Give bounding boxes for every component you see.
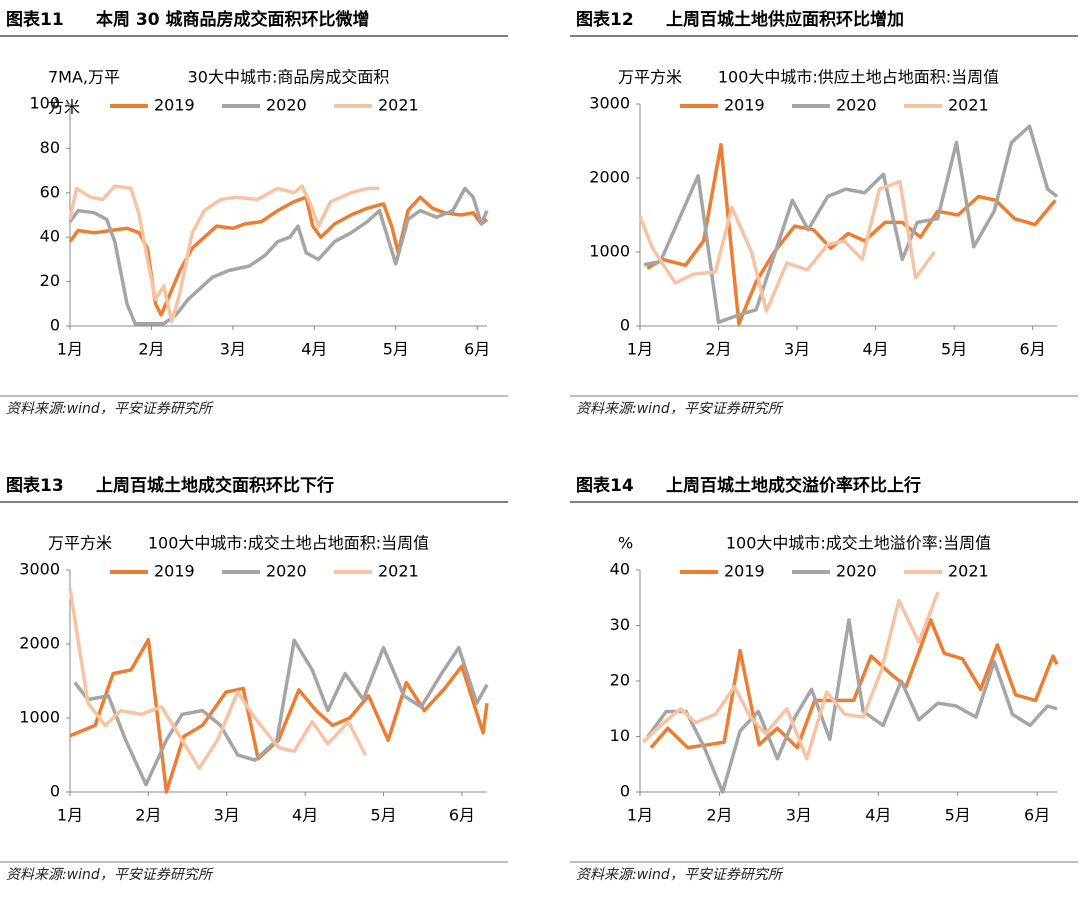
y-tick-label: 1000 [19, 708, 60, 727]
series-line [646, 618, 1058, 794]
source: 资料来源:wind，平安证券研究所 [576, 401, 784, 417]
figure-label: 图表14 [576, 475, 634, 496]
y-axis-label: 方米 [48, 98, 80, 117]
legend-label: 2021 [378, 562, 419, 581]
x-tick-label: 6月 [464, 340, 490, 359]
y-tick-label: 10 [610, 726, 630, 745]
legend-label: 2019 [724, 96, 765, 115]
legend-label: 2021 [948, 562, 989, 581]
series-line [68, 195, 489, 317]
figure-title: 本周 30 城商品房成交面积环比微增 [96, 9, 370, 30]
y-tick-label: 60 [40, 182, 60, 201]
x-tick-label: 6月 [1024, 806, 1050, 825]
y-tick-label: 80 [40, 138, 60, 157]
panel: 图表14 上周百城土地成交溢价率环比上行资料来源:wind，平安证券研究所 100大… [570, 466, 1080, 893]
series-line [649, 618, 1059, 750]
y-tick-label: 0 [620, 782, 630, 801]
y-tick-label: 2000 [19, 634, 60, 653]
y-tick-label: 40 [40, 227, 60, 246]
y-tick-label: 0 [620, 316, 630, 335]
legend-label: 2020 [836, 96, 877, 115]
x-tick-label: 2月 [135, 806, 161, 825]
y-tick-label: 1000 [589, 242, 630, 261]
chart-title: 30大中城市:商品房成交面积 [188, 68, 390, 87]
y-tick-label: 30 [610, 615, 630, 634]
series-line [73, 638, 489, 787]
legend-label: 2020 [836, 562, 877, 581]
y-axis-label: % [618, 534, 633, 553]
chart-title: 100大中城市:供应土地占地面积:当周值 [718, 68, 999, 87]
y-tick-label: 40 [610, 560, 630, 579]
x-tick-label: 2月 [138, 340, 164, 359]
figure-title: 上周百城土地成交面积环比下行 [96, 475, 334, 496]
x-tick-label: 1月 [57, 806, 83, 825]
legend-label: 2021 [948, 96, 989, 115]
panel: 图表11 本周 30 城商品房成交面积环比微增资料来源:wind，平安证券研究所 3… [0, 0, 510, 427]
legend-label: 2019 [724, 562, 765, 581]
chart-title: 100大中城市:成交土地溢价率:当周值 [726, 534, 991, 553]
x-tick-label: 2月 [705, 340, 731, 359]
x-tick-label: 5月 [945, 806, 971, 825]
legend-label: 2020 [266, 96, 307, 115]
y-tick-label: 0 [50, 316, 60, 335]
legend-label: 2019 [154, 562, 195, 581]
series-line [69, 637, 489, 794]
x-tick-label: 1月 [627, 806, 653, 825]
y-tick-label: 0 [50, 782, 60, 801]
figure-title: 上周百城土地成交溢价率环比上行 [666, 475, 921, 496]
panel: 图表12 上周百城土地供应面积环比增加资料来源:wind，平安证券研究所 100大中… [570, 0, 1080, 427]
x-tick-label: 5月 [383, 340, 409, 359]
y-axis-label: 万平方米 [618, 68, 682, 87]
legend-label: 2020 [266, 562, 307, 581]
figure-label: 图表12 [576, 9, 634, 30]
x-tick-label: 3月 [214, 806, 240, 825]
series-line [68, 588, 368, 771]
x-tick-label: 5月 [370, 806, 396, 825]
chart-title: 100大中城市:成交土地占地面积:当周值 [148, 534, 429, 553]
source: 资料来源:wind，平安证券研究所 [6, 867, 214, 883]
x-tick-label: 4月 [292, 806, 318, 825]
figure-label: 图表11 [6, 9, 64, 30]
source: 资料来源:wind，平安证券研究所 [576, 867, 784, 883]
x-tick-label: 5月 [941, 340, 967, 359]
y-tick-label: 20 [610, 671, 630, 690]
x-tick-label: 4月 [862, 340, 888, 359]
x-tick-label: 4月 [865, 806, 891, 825]
x-tick-label: 1月 [627, 340, 653, 359]
series-line [68, 184, 380, 324]
x-tick-label: 3月 [220, 340, 246, 359]
y-tick-label: 20 [40, 271, 60, 290]
series-line [68, 186, 489, 326]
series-line [641, 591, 940, 761]
x-tick-label: 3月 [786, 806, 812, 825]
source: 资料来源:wind，平安证券研究所 [6, 401, 214, 417]
y-axis-label: 7MA,万平 [48, 68, 120, 87]
y-tick-label: 100 [29, 94, 60, 113]
y-tick-label: 3000 [589, 94, 630, 113]
y-tick-label: 2000 [589, 168, 630, 187]
series-line [643, 124, 1059, 325]
x-tick-label: 4月 [301, 340, 327, 359]
x-tick-label: 6月 [449, 806, 475, 825]
x-tick-label: 2月 [706, 806, 732, 825]
series-line [638, 179, 936, 313]
y-axis-label: 万平方米 [48, 534, 112, 553]
y-tick-label: 3000 [19, 560, 60, 579]
figure-label: 图表13 [6, 475, 64, 496]
panel: 图表13 上周百城土地成交面积环比下行资料来源:wind，平安证券研究所 100大中… [0, 466, 510, 893]
figure-title: 上周百城土地供应面积环比增加 [666, 9, 904, 30]
legend-label: 2021 [378, 96, 419, 115]
x-tick-label: 1月 [57, 340, 83, 359]
legend-label: 2019 [154, 96, 195, 115]
x-tick-label: 3月 [784, 340, 810, 359]
x-tick-label: 6月 [1020, 340, 1046, 359]
series-line [646, 142, 1057, 326]
